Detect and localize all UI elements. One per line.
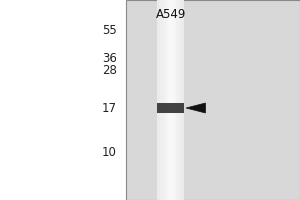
Text: 10: 10 (102, 146, 117, 158)
Bar (171, 0, 174, 200)
Text: 17: 17 (102, 102, 117, 114)
Bar (166, 0, 168, 200)
Text: A549: A549 (156, 8, 186, 21)
Polygon shape (186, 103, 206, 113)
Bar (158, 103, 184, 113)
Bar (179, 0, 182, 200)
Bar (160, 0, 163, 200)
Bar (168, 0, 171, 200)
Bar (0, 0, 126, 200)
Bar (163, 0, 166, 200)
Bar (158, 0, 160, 200)
Text: 28: 28 (102, 64, 117, 77)
Bar (182, 0, 184, 200)
Text: 55: 55 (102, 24, 117, 38)
Bar (174, 0, 176, 200)
Bar (158, 0, 184, 200)
Bar (176, 0, 179, 200)
Bar (126, 0, 300, 200)
Text: 36: 36 (102, 51, 117, 64)
